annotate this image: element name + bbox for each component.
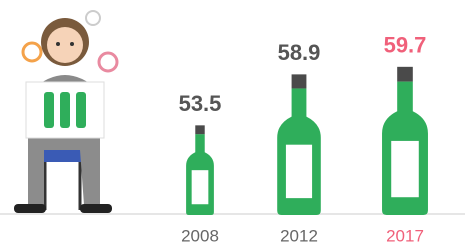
bottle-cap [292, 74, 307, 88]
value-label: 59.7 [384, 33, 427, 58]
x-tick-label: 2008 [181, 226, 219, 245]
bottle [277, 74, 321, 215]
bottle [382, 67, 428, 215]
bottle-cap [195, 125, 204, 134]
bottle [186, 125, 214, 215]
bottle-label [391, 141, 419, 197]
x-tick-label: 2012 [280, 226, 318, 245]
bottle-cap [397, 67, 413, 82]
x-tick-label: 2017 [386, 226, 424, 245]
value-label: 53.5 [179, 91, 222, 116]
bottle-label [192, 170, 209, 204]
value-label: 58.9 [278, 40, 321, 65]
bottle-label [286, 145, 312, 198]
chart: 2008 53.5 2012 58.9 2017 59.7 [0, 0, 465, 249]
